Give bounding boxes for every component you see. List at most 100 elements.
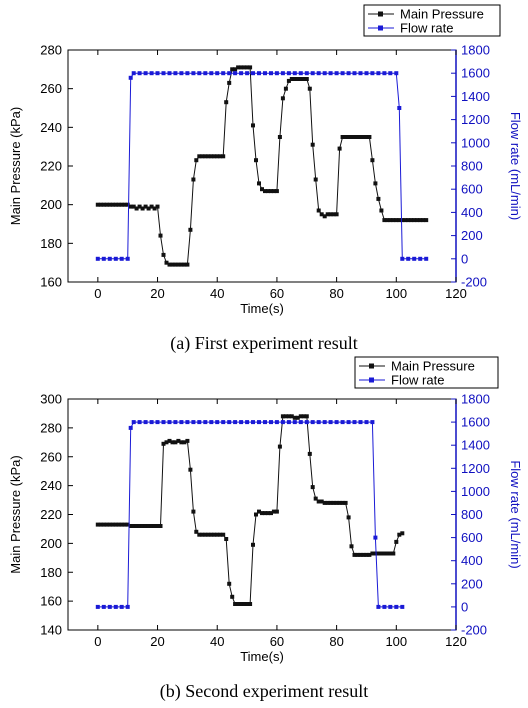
main-pressure-point <box>221 532 226 537</box>
flow-rate-point <box>263 420 267 425</box>
flow-rate-point <box>382 604 387 609</box>
main-pressure-point <box>179 262 184 267</box>
main-pressure-point <box>137 524 142 528</box>
main-pressure-point <box>236 602 241 606</box>
flow-rate-point <box>376 71 381 76</box>
flow-rate-point <box>352 420 357 425</box>
main-pressure-point <box>358 135 363 139</box>
main-pressure-point <box>122 522 127 527</box>
main-pressure-point <box>370 551 375 556</box>
main-pressure-point <box>400 531 405 536</box>
main-pressure-point <box>215 154 220 159</box>
flow-rate-point <box>269 420 273 425</box>
main-pressure-point <box>200 532 205 537</box>
main-pressure-point <box>266 189 270 194</box>
main-pressure-point <box>131 524 136 528</box>
flow-rate-point <box>394 604 399 609</box>
main-pressure-point <box>113 202 118 207</box>
main-pressure-point <box>209 532 214 537</box>
flow-rate-point <box>352 71 357 76</box>
flow-rate-point <box>340 420 345 425</box>
main-pressure-point <box>337 500 342 505</box>
legend-main-pressure-marker <box>369 363 374 369</box>
main-pressure-point <box>349 544 354 549</box>
main-pressure-point <box>292 77 297 81</box>
y-right-tick-label: 600 <box>461 182 483 197</box>
y-axis-title: Main Pressure (kPa) <box>8 455 23 573</box>
main-pressure-point <box>331 212 336 217</box>
main-pressure-point <box>421 218 426 223</box>
main-pressure-point <box>271 189 276 194</box>
y-tick-label: 200 <box>40 536 62 551</box>
y-tick-label: 140 <box>40 623 62 638</box>
main-pressure-point <box>370 158 375 163</box>
main-pressure-point <box>203 532 208 537</box>
flow-rate-point <box>119 604 124 609</box>
main-pressure-point <box>361 135 366 139</box>
flow-rate-point <box>128 425 133 430</box>
flow-rate-point <box>370 420 375 425</box>
flow-rate-line <box>97 421 403 608</box>
flow-rate-point <box>328 420 333 425</box>
main-pressure-point <box>286 414 291 419</box>
x-tick-label: 60 <box>270 286 284 301</box>
main-pressure-line <box>97 66 427 266</box>
flow-rate-point <box>233 420 238 425</box>
x-tick-label: 40 <box>210 286 224 301</box>
flow-rate-point <box>173 420 178 425</box>
main-pressure-point <box>164 260 169 265</box>
main-pressure-point <box>295 77 300 81</box>
main-pressure-point <box>394 218 399 223</box>
main-pressure-point <box>164 440 169 445</box>
main-pressure-point <box>170 262 175 267</box>
flow-rate-point <box>382 71 387 76</box>
y-right-tick-label: 800 <box>461 159 483 174</box>
flow-rate-point <box>155 71 160 76</box>
flow-rate-point <box>179 420 184 425</box>
flow-rate-point <box>203 420 208 425</box>
flow-rate-point <box>280 420 285 425</box>
flow-rate-point <box>119 256 124 261</box>
main-pressure-point <box>406 218 411 223</box>
main-pressure-point <box>373 181 378 186</box>
main-pressure-point <box>415 218 420 223</box>
main-pressure-point <box>391 218 396 223</box>
main-pressure-point <box>388 218 393 223</box>
flow-rate-point <box>412 256 417 261</box>
main-pressure-point <box>322 214 327 219</box>
main-pressure-point <box>367 552 372 557</box>
main-pressure-point <box>98 522 103 527</box>
flow-rate-point <box>239 71 244 76</box>
flow-rate-point <box>251 420 255 425</box>
main-pressure-point <box>104 202 109 207</box>
main-pressure-point <box>131 204 136 209</box>
y-right-tick-label: 1400 <box>461 89 490 104</box>
main-pressure-point <box>367 135 372 139</box>
y-tick-label: 240 <box>40 120 62 135</box>
flow-rate-point <box>304 71 309 76</box>
main-pressure-point <box>301 77 306 81</box>
figure-caption: (a) First experiment result <box>170 333 357 354</box>
flow-rate-point <box>161 420 166 425</box>
main-pressure-point <box>352 552 357 557</box>
y-tick-label: 180 <box>40 565 62 580</box>
main-pressure-point <box>143 524 148 528</box>
main-pressure-point <box>245 602 250 606</box>
main-pressure-point <box>140 524 145 528</box>
main-pressure-point <box>167 262 172 267</box>
flow-rate-point <box>215 420 220 425</box>
main-pressure-point <box>125 522 130 527</box>
flow-rate-point <box>239 420 244 425</box>
flow-rate-point <box>298 420 303 425</box>
main-pressure-point <box>257 509 261 514</box>
main-pressure-point <box>143 204 148 209</box>
y-tick-label: 180 <box>40 236 62 251</box>
main-pressure-point <box>260 187 264 192</box>
figure-caption: (b) Second experiment result <box>160 681 368 702</box>
flow-rate-point <box>251 71 255 76</box>
main-pressure-point <box>149 524 154 528</box>
main-pressure-point <box>212 532 217 537</box>
main-pressure-point <box>316 499 321 504</box>
main-pressure-point <box>119 202 124 207</box>
main-pressure-point <box>110 202 115 207</box>
